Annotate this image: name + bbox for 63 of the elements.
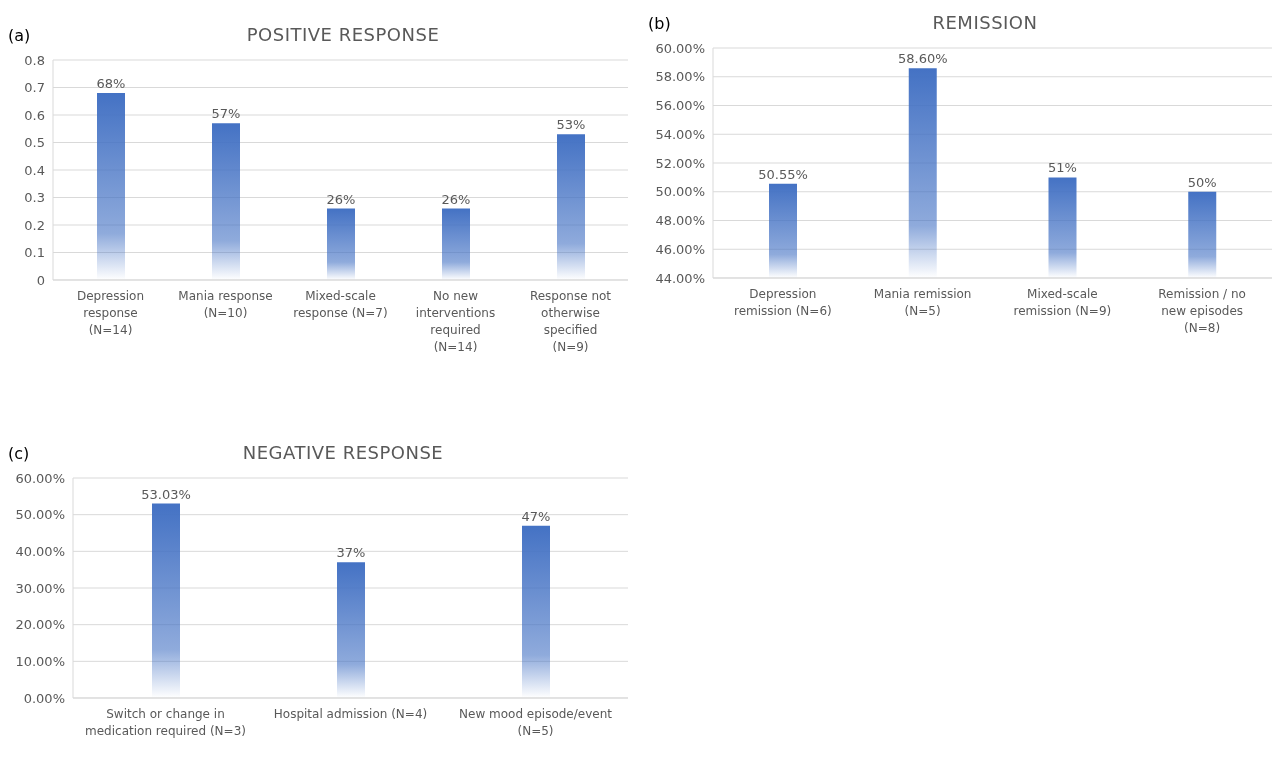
y-tick-label: 0.3 bbox=[24, 190, 45, 206]
y-tick-label: 20.00% bbox=[15, 617, 65, 633]
x-tick-label: Mania response (N=10) bbox=[178, 289, 273, 320]
bar bbox=[152, 503, 180, 698]
y-tick-label: 0 bbox=[36, 272, 45, 288]
text: (a) bbox=[8, 26, 31, 45]
data-label: 26% bbox=[326, 191, 356, 207]
y-tick-label: 44.00% bbox=[655, 270, 705, 286]
bar bbox=[442, 208, 470, 280]
chart-title: POSITIVE RESPONSE bbox=[246, 24, 440, 45]
bar bbox=[337, 562, 365, 698]
data-label: 51% bbox=[1048, 160, 1077, 176]
x-tick-label: Depression response (N=14) bbox=[76, 289, 145, 337]
y-tick-label: 52.00% bbox=[655, 155, 705, 171]
y-tick-label: 60.00% bbox=[655, 40, 705, 56]
chart-title: REMISSION bbox=[932, 12, 1038, 33]
y-tick-label: 0.7 bbox=[24, 80, 45, 96]
x-tick-label: Depression remission (N=6) bbox=[734, 287, 832, 318]
y-tick-label: 40.00% bbox=[15, 543, 65, 559]
x-tick-label: New mood episode/event (N=5) bbox=[459, 707, 613, 738]
data-label: 37% bbox=[336, 545, 366, 561]
bar bbox=[522, 525, 550, 698]
y-tick-label: 50.00% bbox=[655, 184, 705, 200]
y-tick-label: 10.00% bbox=[15, 653, 65, 669]
y-tick-label: 54.00% bbox=[655, 126, 705, 142]
y-tick-label: 0.2 bbox=[24, 217, 45, 233]
x-tick-label: Remission / no new episodes (N=8) bbox=[1158, 287, 1246, 335]
data-label: 68% bbox=[96, 76, 126, 91]
x-tick-label: Response not otherwise specified (N=9) bbox=[529, 289, 612, 354]
x-tick-label: Mixed-scale remission (N=9) bbox=[1013, 287, 1112, 318]
data-label: 50.55% bbox=[758, 166, 808, 182]
x-tick-label: Hospital admission (N=4) bbox=[273, 707, 428, 721]
bar bbox=[327, 208, 355, 280]
x-tick-label: Mania remission (N=5) bbox=[873, 287, 972, 318]
y-tick-label: 0.5 bbox=[24, 135, 45, 151]
x-tick-label: Switch or change in medication required (N=3) bbox=[85, 707, 246, 738]
data-label: 47% bbox=[521, 508, 551, 524]
data-label: 58.60% bbox=[897, 51, 948, 67]
y-tick-label: 0.1 bbox=[24, 245, 45, 261]
bar bbox=[557, 134, 585, 280]
y-tick-label: 0.00% bbox=[23, 690, 65, 706]
x-tick-label: Mixed-scale response (N=7) bbox=[293, 289, 388, 320]
bar bbox=[97, 93, 125, 280]
text: (c) bbox=[8, 444, 30, 463]
y-tick-label: 48.00% bbox=[655, 213, 705, 229]
y-tick-label: 58.00% bbox=[655, 69, 705, 85]
y-tick-label: 46.00% bbox=[655, 241, 705, 257]
y-tick-label: 50.00% bbox=[15, 507, 65, 523]
chart-title: NEGATIVE RESPONSE bbox=[242, 442, 444, 463]
data-label: 57% bbox=[211, 106, 241, 122]
x-tick-label: No new interventions required (N=14) bbox=[415, 289, 496, 354]
y-tick-label: 0.8 bbox=[24, 52, 45, 68]
y-tick-label: 0.6 bbox=[24, 107, 45, 123]
y-tick-label: 60.00% bbox=[15, 470, 65, 486]
bar bbox=[212, 123, 240, 280]
y-tick-label: 56.00% bbox=[655, 98, 705, 114]
data-label: 53.03% bbox=[141, 486, 191, 502]
data-label: 50% bbox=[1187, 174, 1217, 190]
data-label: 26% bbox=[441, 191, 471, 207]
data-label: 53% bbox=[556, 117, 586, 133]
y-tick-label: 30.00% bbox=[15, 580, 65, 596]
text: (b) bbox=[648, 14, 671, 33]
y-tick-label: 0.4 bbox=[24, 162, 45, 178]
